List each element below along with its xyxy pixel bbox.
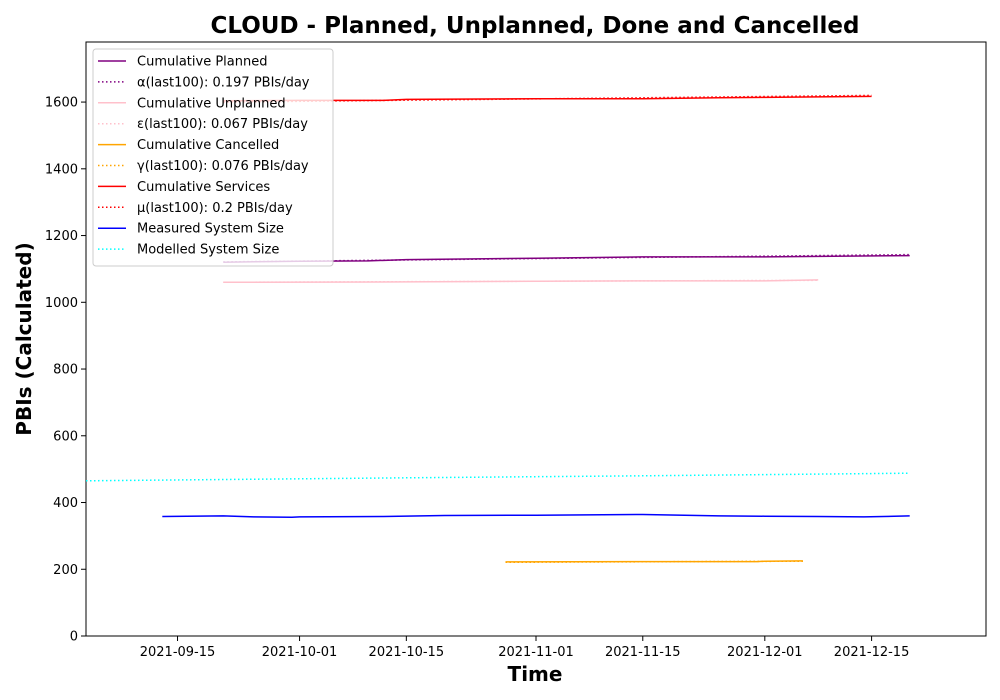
legend-label: Cumulative Planned [137,55,267,70]
series-line-2 [223,253,910,263]
x-tick-label: 2021-11-15 [605,645,681,660]
legend-label: Cumulative Cancelled [137,138,279,153]
x-tick-label: 2021-10-01 [262,645,338,660]
x-axis-ticks: 2021-09-15 2021-10-01 2021-10-15 2021-11-01… [140,636,910,660]
y-tick-label: 600 [53,429,78,444]
y-tick-label: 200 [53,563,78,578]
legend-label: Measured System Size [137,222,284,237]
y-tick-label: 0 [70,630,78,645]
y-tick-label: 800 [53,363,78,378]
y-tick-label: 1000 [45,296,78,311]
legend: Cumulative Planned α(last100): 0.197 PBIs… [92,48,334,267]
series-line-9 [162,513,910,518]
y-tick-label: 1600 [45,96,78,111]
series-line-10 [85,472,910,482]
y-tick-label: 1200 [45,229,78,244]
series-line-6 [505,560,803,564]
x-tick-label: 2021-12-15 [834,645,910,660]
legend-label: Cumulative Unplanned [137,96,286,111]
series-line-4 [223,279,819,284]
x-tick-label: 2021-12-01 [727,645,803,660]
x-tick-label: 2021-10-15 [369,645,445,660]
legend-label: Modelled System Size [137,243,279,258]
x-axis-label: Time [508,662,563,686]
y-axis-label: PBIs (Calculated) [12,242,36,435]
y-tick-label: 1400 [45,162,78,177]
legend-label: ε(last100): 0.067 PBIs/day [137,117,308,132]
y-tick-label: 400 [53,496,78,511]
legend-label: α(last100): 0.197 PBIs/day [137,75,310,90]
legend-label: μ(last100): 0.2 PBIs/day [137,201,293,216]
legend-label: γ(last100): 0.076 PBIs/day [137,159,309,174]
chart-title: CLOUD - Planned, Unplanned, Done and Can… [211,13,860,39]
legend-label: Cumulative Services [137,180,270,195]
y-axis-ticks: 0 200 400 600 800 1000 1200 1400 1600 [45,96,86,645]
legend-box [92,48,334,267]
x-tick-label: 2021-09-15 [140,645,216,660]
x-tick-label: 2021-11-01 [498,645,574,660]
